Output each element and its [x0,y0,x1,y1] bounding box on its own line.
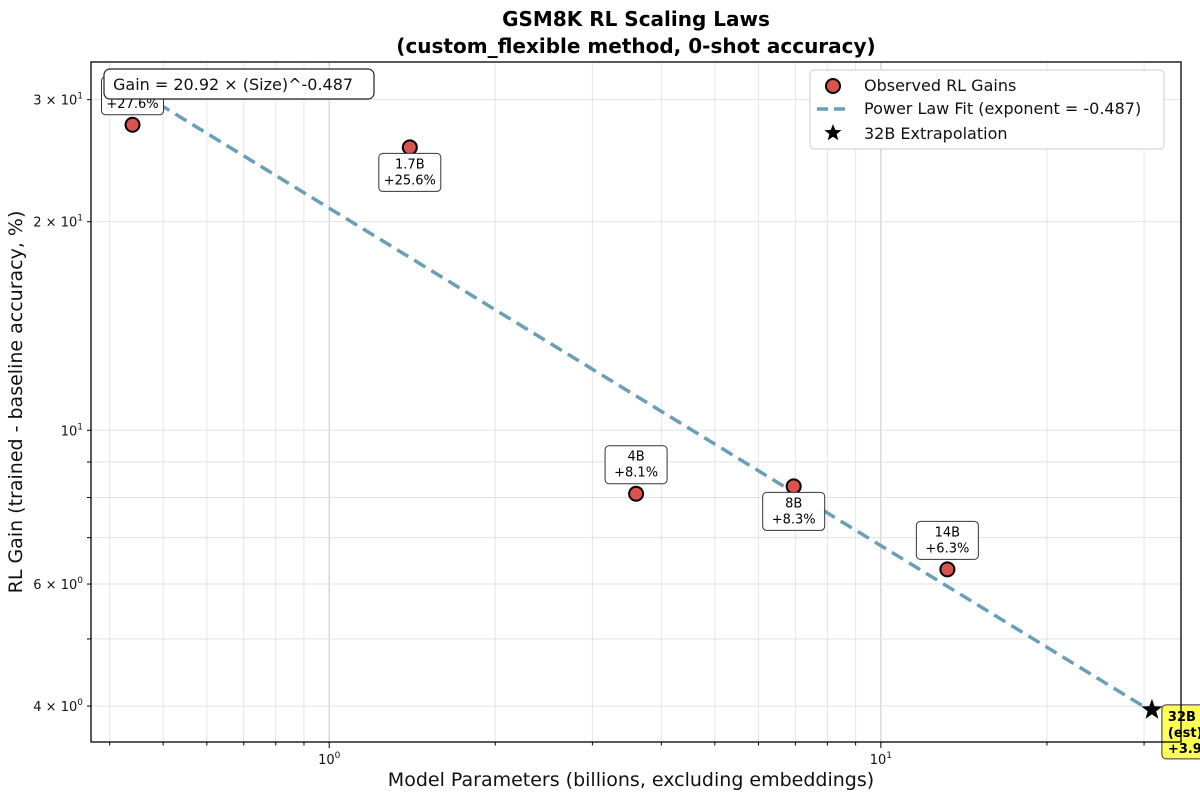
extrapolation-star [1141,698,1163,719]
point-label-size: 14B [935,525,960,540]
extrapolation-label-line: +3.9% [1168,742,1200,757]
legend-frame [809,69,1165,150]
observed-point [785,478,802,495]
point-label-box [915,520,979,560]
point-label-size: 4B [627,450,644,465]
point-label-size: 8B [785,496,802,511]
x-tick-label: 101 [870,751,892,768]
grid-lines [91,62,1181,742]
observed-point [939,561,956,578]
y-axis-label: RL Gain (trained - baseline accuracy, %) [5,211,27,594]
point-label-box [604,445,668,485]
point-label-gain: +25.6% [384,173,436,188]
legend-label-observed: Observed RL Gains [864,76,1016,95]
legend-marker-star [824,124,842,141]
point-label-gain: +8.3% [772,512,816,527]
observed-point [401,139,418,156]
point-label-gain: +8.1% [614,466,658,481]
y-tick-label: 2 × 101 [33,214,83,231]
extrapolation-label-line: (est) [1168,726,1200,741]
point-label-gain: +27.6% [106,97,158,112]
observed-point [628,485,645,502]
extrapolation-label-line: 32B [1168,710,1196,725]
point-label-box [762,491,826,531]
x-axis-label: Model Parameters (billions, excluding em… [388,769,874,791]
tick-labels: 100 101 4 × 100 6 × 100 101 2 × 101 3 × 101 [33,92,1145,768]
observed-point [124,116,141,133]
y-tick-label: 6 × 100 [33,576,83,593]
equation-text: Gain = 20.92 × (Size)^-0.487 [113,75,353,94]
y-tick-label: 101 [61,422,83,439]
chart-title: GSM8K RL Scaling Laws [502,7,770,31]
annotations-layer: 0.6B+27.6%1.7B+25.6%4B+8.1%8B+8.3%14B+6.… [101,76,1200,760]
plot-frame [90,61,1182,743]
equation-box: Gain = 20.92 × (Size)^-0.487 [103,68,375,100]
y-tick-label: 3 × 101 [33,92,83,109]
x-tick-label: 100 [318,751,341,768]
legend-label-extrapolation: 32B Extrapolation [864,124,1008,143]
legend-marker-observed [825,78,841,94]
y-tick-label: 4 × 100 [33,698,83,715]
legend-label-fit: Power Law Fit (exponent = -0.487) [864,99,1141,118]
fit-line-layer [157,102,1153,713]
point-label-size: 1.7B [395,157,425,172]
legend: Observed RL Gains Power Law Fit (exponen… [809,69,1165,150]
point-label-box [378,152,442,192]
power-law-fit-line [157,102,1153,713]
point-label-gain: +6.3% [925,541,969,556]
points-layer [124,116,1163,719]
chart-subtitle: (custom_flexible method, 0-shot accuracy… [396,34,875,58]
